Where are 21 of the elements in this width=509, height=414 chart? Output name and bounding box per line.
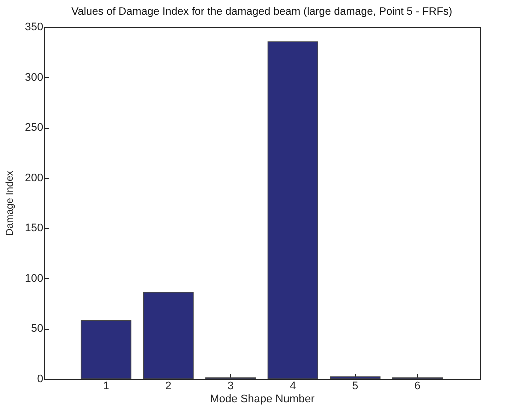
- x-axis-title: Mode Shape Number: [210, 394, 316, 406]
- x-tick-label: 5: [352, 380, 358, 392]
- y-tick-label: 250: [25, 122, 44, 134]
- x-tick-label: 6: [414, 380, 421, 392]
- y-tick-label: 150: [25, 222, 44, 235]
- y-tick-label: 350: [25, 22, 44, 34]
- bar: [143, 292, 194, 380]
- x-tick-label: 1: [103, 380, 110, 392]
- x-tick-label: 3: [228, 380, 234, 392]
- bar: [268, 42, 318, 380]
- x-tick-label: 2: [166, 380, 172, 392]
- y-tick-label: 300: [25, 72, 44, 84]
- y-tick-label: 200: [25, 172, 44, 184]
- y-axis-title: Damage Index: [5, 170, 16, 236]
- chart-title: Values of Damage Index for the damaged beam (large damage, Point 5 - FRFs): [72, 6, 452, 18]
- x-tick-label: 4: [290, 380, 296, 392]
- y-tick-label: 100: [25, 272, 44, 285]
- bar: [330, 376, 381, 380]
- bar: [80, 320, 132, 380]
- y-tick-label: 0: [37, 374, 44, 386]
- y-tick-label: 50: [31, 323, 44, 336]
